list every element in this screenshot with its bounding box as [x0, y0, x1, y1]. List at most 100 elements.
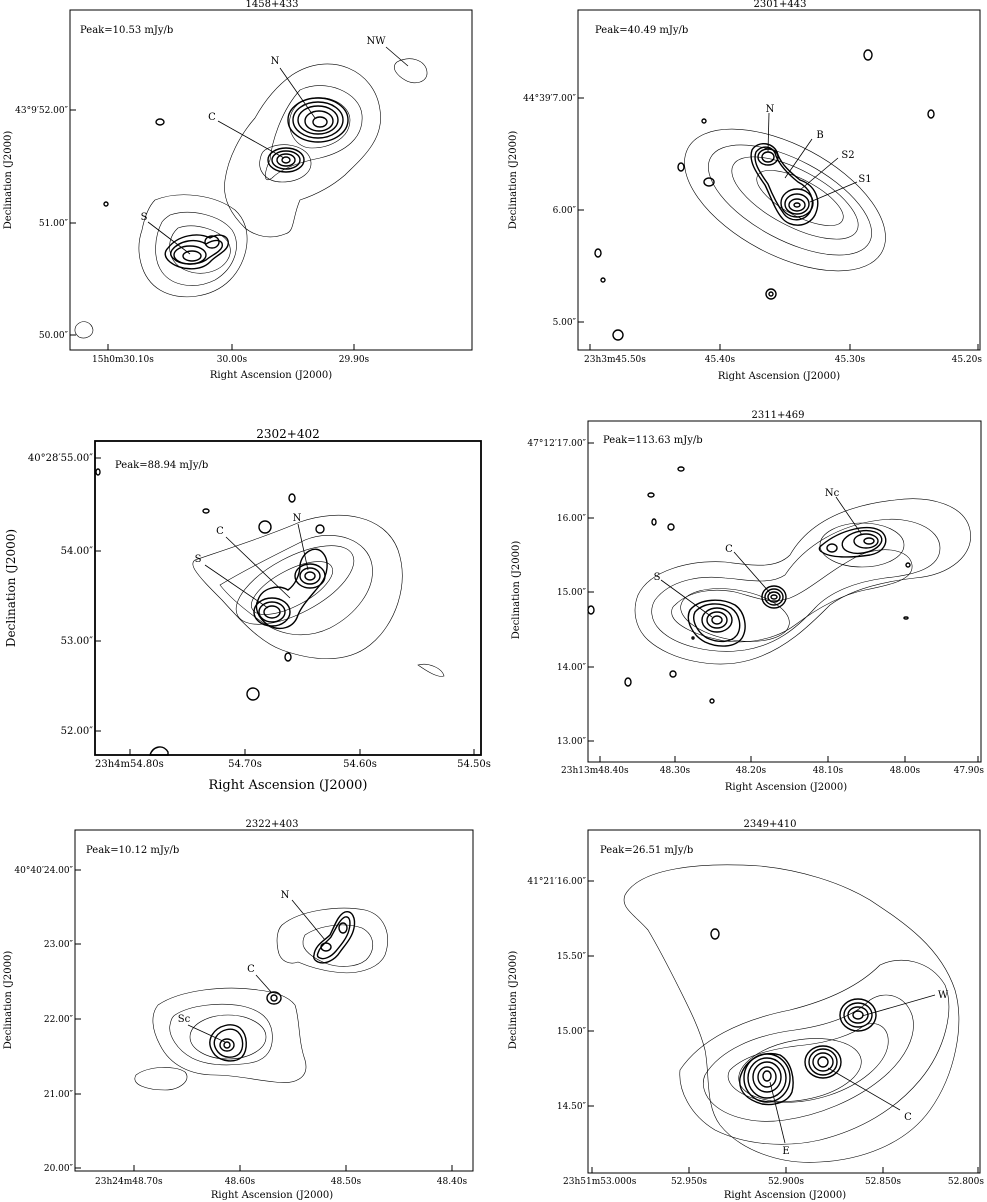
y-tick-label: 50.00″ [39, 331, 69, 341]
component-label-n: N [281, 890, 290, 901]
y-tick-label: 6.00″ [553, 206, 577, 216]
y-axis-label: Declination (J2000) [3, 131, 14, 230]
x-axis-label: Right Ascension (J2000) [208, 778, 367, 793]
panel-title: 2349+410 [744, 819, 797, 830]
y-axis-label: Declination (J2000) [3, 951, 14, 1050]
panel-2322-403: 2322+403 Peak=10.12 mJy/b 23h24m48.70s 4… [3, 819, 474, 1201]
x-tick-label: 23h4m54.80s [95, 759, 164, 770]
axis-ticks [578, 97, 979, 350]
panel-1458-433: 1458+433 Peak=10.53 mJy/b 15h0m30.10s 30… [3, 0, 473, 381]
y-tick-label: 20.00″ [44, 1164, 74, 1174]
peak-label: Peak=113.63 mJy/b [603, 435, 703, 446]
component-label-nc: Nc [825, 488, 840, 499]
y-tick-label: 21.00″ [44, 1090, 74, 1100]
x-tick-label: 52.900s [768, 1177, 804, 1187]
y-tick-label: 53.00″ [61, 636, 94, 647]
component-label-w: W [938, 990, 949, 1001]
x-axis-label: Right Ascension (J2000) [211, 1190, 333, 1201]
component-label-c: C [216, 526, 224, 537]
component-labels: Nc C S [654, 488, 863, 618]
plot-frame [94, 440, 482, 756]
x-axis-label: Right Ascension (J2000) [718, 371, 840, 382]
panel-title: 1458+433 [246, 0, 299, 10]
x-tick-label: 15h0m30.10s [92, 355, 154, 365]
y-tick-label: 23.00″ [44, 940, 74, 950]
axis-ticks [75, 869, 453, 1171]
component-label-s2: S2 [841, 150, 854, 161]
x-tick-label: 54.50s [457, 759, 491, 770]
component-labels: N B S2 S1 [766, 104, 872, 203]
axis-ticks [588, 880, 979, 1173]
y-tick-label: 14.50″ [557, 1102, 587, 1112]
component-label-c: C [904, 1112, 912, 1123]
y-tick-label: 40°40′24.00″ [14, 866, 73, 876]
contour-lines [623, 864, 960, 1163]
y-tick-label: 54.00″ [61, 546, 94, 557]
y-tick-label: 5.00″ [553, 318, 577, 328]
x-tick-label: 45.30s [835, 355, 866, 365]
y-tick-label: 51.00″ [39, 219, 69, 229]
panel-title: 2311+469 [752, 410, 805, 421]
y-tick-label: 15.00″ [557, 1027, 587, 1037]
component-label-s: S [141, 212, 148, 223]
x-tick-label: 54.70s [228, 759, 262, 770]
panel-2301-443: 2301+443 Peak=40.49 mJy/b 23h3m45.50s 45… [508, 0, 982, 382]
component-label-s: S [195, 554, 202, 565]
component-label-e: E [782, 1146, 789, 1157]
y-tick-label: 15.50″ [557, 952, 587, 962]
y-tick-label: 41°21′16.00″ [527, 877, 586, 887]
plot-frame [587, 829, 981, 1174]
panel-2349-410: 2349+410 Peak=26.51 mJy/b 23h51m53.000s … [508, 819, 984, 1201]
y-tick-label: 22.00″ [44, 1015, 74, 1025]
panel-title: 2322+403 [246, 819, 299, 830]
x-tick-label: 48.60s [225, 1177, 256, 1187]
y-axis-label: Declination (J2000) [508, 131, 519, 230]
panel-title: 2302+402 [256, 427, 320, 441]
y-tick-label: 16.00″ [557, 514, 587, 524]
peak-label: Peak=88.94 mJy/b [115, 460, 208, 471]
y-tick-label: 47°12′17.00″ [527, 439, 586, 449]
component-labels: N C S NW [141, 36, 409, 255]
peak-label: Peak=10.12 mJy/b [86, 845, 179, 856]
x-axis-label: Right Ascension (J2000) [210, 370, 332, 381]
panel-title: 2301+443 [754, 0, 807, 10]
contour-lines [134, 907, 388, 1091]
y-tick-label: 15.00″ [557, 588, 587, 598]
x-tick-label: 23h24m48.70s [95, 1177, 163, 1187]
x-tick-label: 30.00s [217, 355, 248, 365]
component-labels: W C E [769, 990, 949, 1157]
contour-lines [587, 466, 971, 704]
contour-lines [95, 468, 445, 756]
component-label-n: N [271, 56, 280, 67]
y-tick-label: 13.00″ [557, 737, 587, 747]
component-label-s1: S1 [858, 174, 871, 185]
x-tick-label: 45.20s [952, 355, 983, 365]
x-tick-label: 48.10s [813, 766, 844, 776]
component-labels: C N S [195, 513, 309, 609]
x-tick-label: 45.40s [705, 355, 736, 365]
component-label-c: C [247, 964, 255, 975]
contour-lines [74, 58, 428, 339]
x-tick-label: 23h3m45.50s [584, 355, 646, 365]
y-tick-label: 43°9′52.00″ [15, 106, 68, 116]
panel-2302-402: 2302+402 Peak=88.94 mJy/b 23h4m54.80s 54… [4, 427, 491, 793]
peak-label: Peak=26.51 mJy/b [600, 845, 693, 856]
x-tick-label: 48.20s [736, 766, 767, 776]
component-label-c: C [208, 112, 216, 123]
plot-frame [69, 9, 473, 351]
component-label-nw: NW [366, 36, 386, 47]
x-tick-label: 48.50s [331, 1177, 362, 1187]
peak-label: Peak=10.53 mJy/b [80, 25, 173, 36]
component-label-s: S [654, 572, 661, 583]
x-axis-label: Right Ascension (J2000) [725, 782, 847, 793]
x-tick-label: 48.00s [890, 766, 921, 776]
x-tick-label: 23h13m48.40s [561, 766, 629, 776]
component-labels: N C Sc [178, 890, 326, 1043]
x-tick-label: 52.800s [948, 1177, 984, 1187]
plot-frame [74, 829, 474, 1172]
x-tick-label: 54.60s [343, 759, 377, 770]
x-tick-label: 29.90s [339, 355, 370, 365]
y-tick-label: 52.00″ [61, 726, 94, 737]
plot-frame [577, 9, 981, 351]
